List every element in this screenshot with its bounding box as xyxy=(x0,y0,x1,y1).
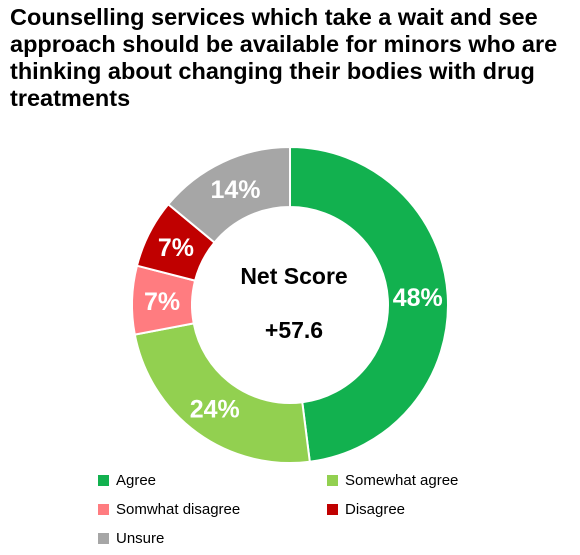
legend-label: Unsure xyxy=(116,530,165,547)
legend-label: Somewhat agree xyxy=(345,472,459,489)
legend-item-disagree: Disagree xyxy=(327,501,405,518)
slice-agree xyxy=(289,145,449,463)
legend-label: Agree xyxy=(116,472,157,489)
legend-swatch xyxy=(98,475,109,486)
slice-labels: 48% 24% 7% 7% 14% xyxy=(144,176,443,423)
slice-unsure xyxy=(166,145,291,244)
legend-item-somewhat-disagree: Somwhat disagree xyxy=(98,501,240,518)
legend-swatch xyxy=(327,504,338,515)
slice-label-agree: 48% xyxy=(393,284,443,312)
legend-item-somewhat-agree: Somewhat agree xyxy=(327,472,458,489)
chart-title: Counselling services which take a wait a… xyxy=(10,4,558,111)
legend-swatch xyxy=(98,504,109,515)
slice-somewhat-agree xyxy=(133,322,311,464)
legend-swatch xyxy=(327,475,338,486)
net-score-label: Net Score xyxy=(240,263,347,289)
slice-label-unsure: 14% xyxy=(210,176,260,204)
legend-item-agree: Agree xyxy=(98,472,156,489)
net-score-value: +57.6 xyxy=(265,317,323,343)
legend-label: Disagree xyxy=(345,501,406,518)
legend-swatch xyxy=(98,533,109,544)
slice-label-somwhat-disagree: 7% xyxy=(144,288,180,316)
slice-label-somewhat-agree: 24% xyxy=(190,396,240,424)
legend-label: Somwhat disagree xyxy=(116,501,241,518)
slice-label-disagree: 7% xyxy=(158,234,194,262)
donut-chart: 48% 24% 7% 7% 14% Net Score +57.6 xyxy=(131,145,449,464)
donut-slices xyxy=(131,145,449,464)
legend-item-unsure: Unsure xyxy=(98,530,164,547)
